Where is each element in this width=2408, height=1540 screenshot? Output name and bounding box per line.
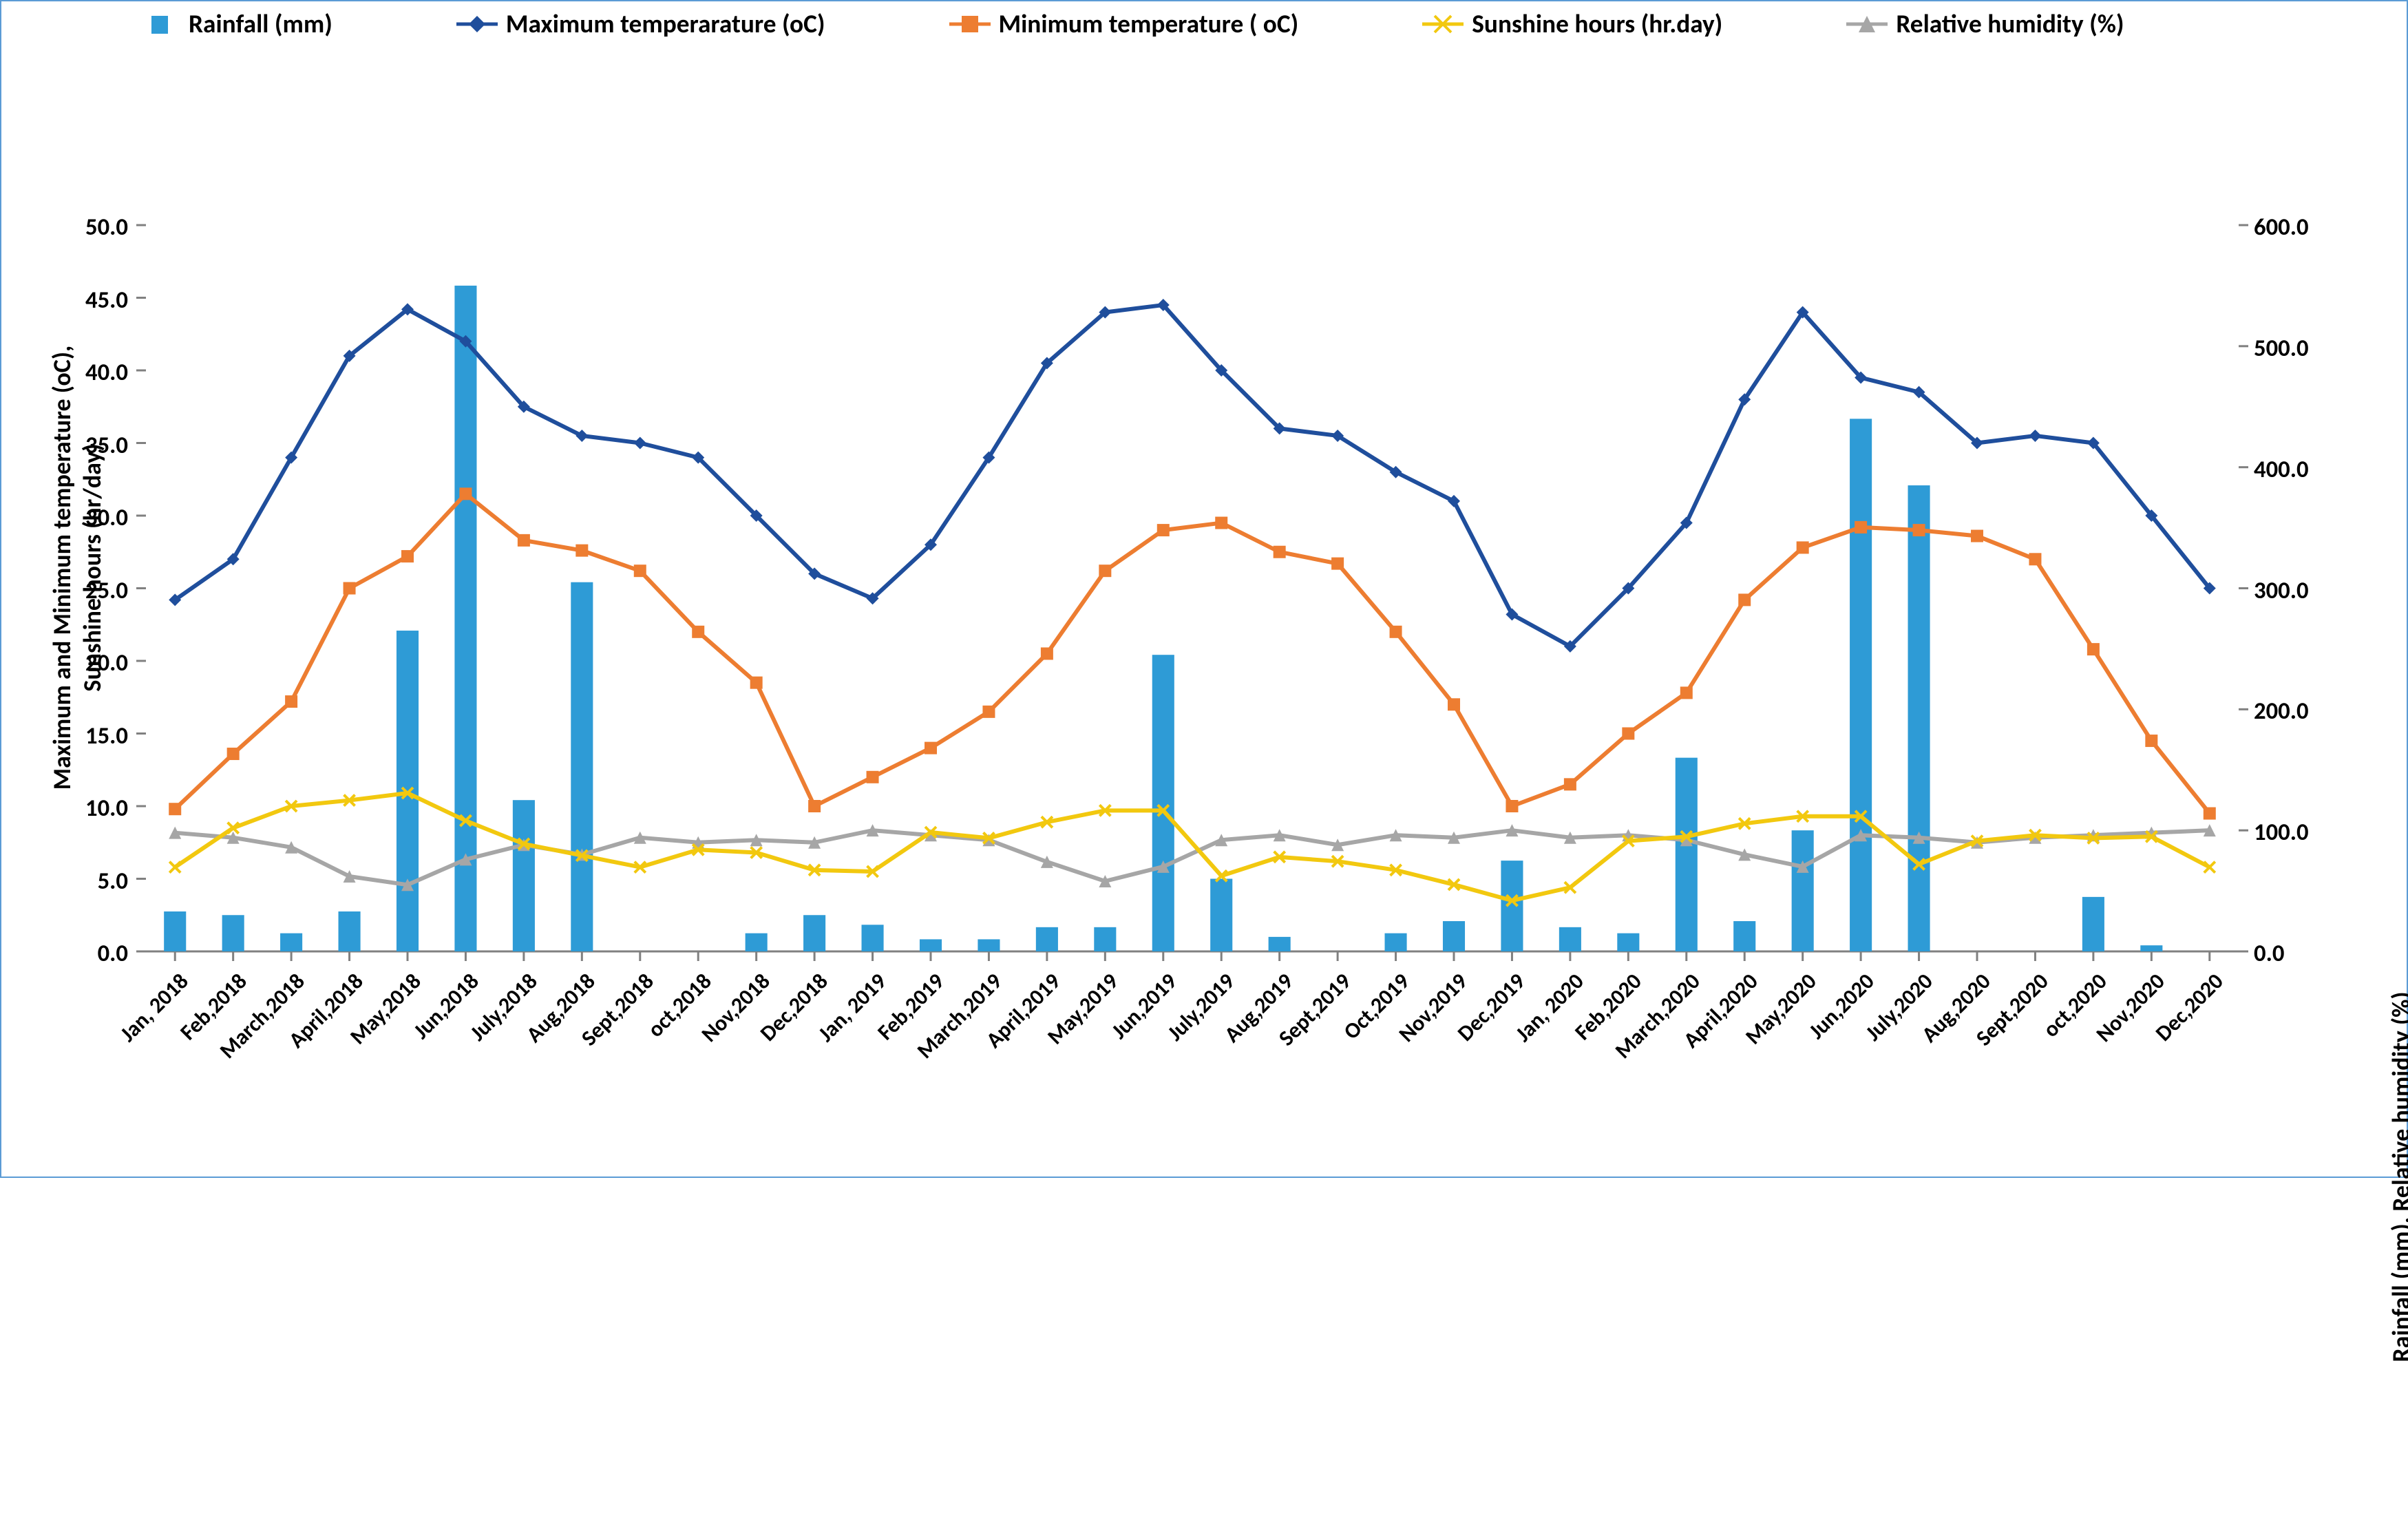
bar-rainfall — [280, 934, 302, 951]
y-left-tick-label: 50.0 — [85, 213, 128, 242]
marker-tmin — [1797, 541, 1809, 553]
marker-tmin — [227, 748, 240, 760]
bar-rainfall — [862, 925, 884, 951]
bar-rainfall — [978, 939, 1000, 951]
bar-rainfall — [1443, 921, 1465, 951]
marker-tmin — [1971, 530, 1983, 542]
line-sunshine — [175, 793, 2210, 900]
bar-rainfall — [1152, 655, 1174, 951]
y-left-tick-label: 30.0 — [85, 503, 128, 532]
marker-tmin — [1622, 728, 1634, 740]
marker-tmin — [1738, 593, 1751, 606]
bar-rainfall — [1733, 921, 1755, 951]
climate-combo-chart: Rainfall (mm)Maximum temperarature (oC)M… — [0, 0, 2408, 1178]
y-left-tick-label: 5.0 — [98, 867, 128, 896]
marker-sunshine — [169, 862, 180, 873]
marker-tmin — [1157, 524, 1170, 536]
bar-rainfall — [513, 800, 535, 951]
bar-rainfall — [2082, 897, 2104, 951]
marker-tmin — [169, 803, 181, 815]
marker-tmin — [1331, 558, 1344, 570]
bar-rainfall — [2140, 945, 2162, 951]
marker-tmin — [1099, 565, 1111, 577]
y-left-tick-label: 45.0 — [85, 286, 128, 315]
bar-rainfall — [1210, 879, 1232, 952]
marker-tmax — [634, 437, 646, 450]
marker-tmin — [2204, 808, 2216, 820]
marker-tmin — [1506, 800, 1518, 812]
marker-tmin — [1274, 546, 1286, 558]
y-left-tick-label: 25.0 — [85, 576, 128, 605]
y-right-tick-label: 500.0 — [2254, 334, 2309, 363]
bar-rainfall — [1850, 419, 1872, 951]
y-left-tick-label: 10.0 — [85, 794, 128, 823]
marker-tmin — [925, 742, 937, 755]
marker-tmin — [750, 677, 763, 689]
bar-rainfall — [1269, 937, 1291, 951]
y-right-tick-label: 600.0 — [2254, 213, 2309, 242]
marker-tmin — [285, 695, 297, 708]
line-rh — [175, 830, 2210, 885]
bar-rainfall — [339, 911, 361, 951]
marker-tmin — [1041, 647, 1053, 660]
marker-tmin — [1564, 778, 1576, 790]
bar-rainfall — [1559, 927, 1581, 951]
bar-rainfall — [1792, 830, 1814, 951]
marker-tmin — [1913, 524, 1925, 536]
marker-tmin — [401, 550, 414, 562]
marker-tmin — [344, 582, 356, 595]
bar-rainfall — [1617, 934, 1639, 951]
bar-rainfall — [222, 915, 244, 951]
marker-tmax — [2029, 430, 2041, 442]
bar-rainfall — [1036, 927, 1058, 951]
bar-rainfall — [920, 939, 942, 951]
y-left-tick-label: 35.0 — [85, 431, 128, 460]
y-axis-right-title: Rainfall (mm), Relative humidity (%) — [2386, 814, 2408, 1540]
y-right-tick-label: 300.0 — [2254, 576, 2309, 605]
marker-tmin — [634, 565, 646, 577]
marker-tmin — [518, 534, 530, 547]
y-left-tick-label: 40.0 — [85, 358, 128, 387]
line-tmin — [175, 494, 2210, 813]
y-right-tick-label: 0.0 — [2254, 939, 2284, 968]
bar-rainfall — [746, 934, 768, 951]
marker-tmin — [2145, 735, 2157, 747]
bar-rainfall — [164, 911, 186, 951]
y-right-tick-label: 100.0 — [2254, 818, 2309, 847]
marker-tmin — [1680, 686, 1693, 699]
bar-rainfall — [1908, 485, 1930, 951]
line-tmax — [175, 305, 2210, 646]
bar-rainfall — [1385, 934, 1407, 951]
y-left-tick-label: 0.0 — [98, 939, 128, 968]
bar-rainfall — [1094, 927, 1116, 951]
marker-tmin — [982, 706, 995, 718]
marker-tmin — [1215, 517, 1227, 529]
bar-rainfall — [803, 915, 825, 951]
marker-tmin — [2087, 643, 2100, 655]
marker-tmin — [1855, 521, 1867, 534]
marker-tmin — [575, 545, 588, 557]
marker-tmin — [808, 800, 821, 812]
y-left-tick-label: 20.0 — [85, 648, 128, 677]
bar-rainfall — [571, 582, 593, 951]
bar-rainfall — [454, 286, 476, 951]
y-right-tick-label: 200.0 — [2254, 697, 2309, 726]
y-right-tick-label: 400.0 — [2254, 455, 2309, 484]
bar-rainfall — [1501, 861, 1523, 951]
marker-tmin — [1390, 626, 1402, 638]
marker-tmin — [692, 626, 704, 638]
bar-rainfall — [1676, 758, 1698, 951]
marker-tmin — [867, 771, 879, 783]
y-left-tick-label: 15.0 — [85, 721, 128, 750]
marker-tmin — [459, 487, 472, 500]
marker-tmin — [1448, 698, 1460, 710]
marker-tmin — [2029, 553, 2041, 565]
